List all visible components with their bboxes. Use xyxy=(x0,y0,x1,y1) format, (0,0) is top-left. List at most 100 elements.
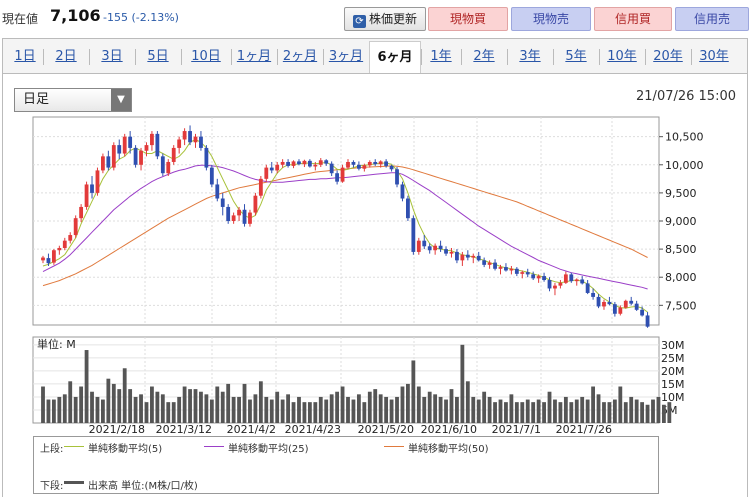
current-price-label: 現在値 xyxy=(2,12,39,26)
candle-body xyxy=(623,300,628,308)
candle-body xyxy=(226,206,231,221)
candle-body xyxy=(280,161,285,165)
tab-0[interactable]: 1日 xyxy=(14,49,36,64)
candle-body xyxy=(150,133,154,146)
candle-body xyxy=(384,161,389,166)
date-tick-label: 2021/4/2 xyxy=(227,423,276,436)
volume-bar xyxy=(139,394,143,423)
margin-buy-button[interactable]: 信用買 xyxy=(594,7,672,31)
volume-bar xyxy=(101,399,105,423)
tab-7[interactable]: 3ヶ月 xyxy=(328,49,364,64)
candle-body xyxy=(171,147,176,162)
volume-bar xyxy=(444,399,448,423)
cash-sell-button[interactable]: 現物売 xyxy=(511,7,591,31)
volume-unit-label: 単位: M xyxy=(37,337,76,351)
tab-separator xyxy=(461,49,462,65)
refresh-icon: ⟳ xyxy=(352,15,366,28)
tab-separator xyxy=(231,49,232,65)
volume-bar xyxy=(493,402,497,423)
chart-timestamp: 21/07/26 15:00 xyxy=(636,89,736,104)
candle-body xyxy=(340,167,345,182)
candle-body xyxy=(520,272,525,274)
volume-bar xyxy=(302,402,307,423)
period-tabs: 1日 2日 3日 5日 10日 1ヶ月 2ヶ月 3ヶ月 6ヶ月 1年 2年 3年 5年 10年 20年 30年 xyxy=(2,38,748,74)
tab-14[interactable]: 20年 xyxy=(653,49,683,64)
candle-body xyxy=(558,282,563,286)
tab-13[interactable]: 10年 xyxy=(607,49,637,64)
tab-10[interactable]: 2年 xyxy=(473,49,495,64)
volume-bar xyxy=(623,402,628,423)
volume-tick-label: 30M xyxy=(661,339,685,352)
margin-sell-button[interactable]: 信用売 xyxy=(675,7,749,31)
tab-15[interactable]: 30年 xyxy=(699,49,729,64)
candle-body xyxy=(504,267,508,271)
volume-bar xyxy=(95,396,100,423)
candle-body xyxy=(220,198,225,207)
volume-bar xyxy=(84,350,89,423)
volume-bar xyxy=(667,402,672,423)
candle-body xyxy=(269,167,274,171)
tab-2[interactable]: 3日 xyxy=(101,49,123,64)
candle-body xyxy=(471,255,476,258)
candle-body xyxy=(553,285,557,289)
volume-bar xyxy=(313,402,318,423)
tab-11[interactable]: 3年 xyxy=(519,49,541,64)
volume-bar xyxy=(427,391,432,423)
legend-lower-label: 下段: xyxy=(40,481,64,492)
interval-select[interactable]: 日足 ▼ xyxy=(14,88,132,112)
volume-bar xyxy=(553,399,557,423)
candle-body xyxy=(411,218,416,252)
volume-bar xyxy=(106,378,111,423)
tab-5[interactable]: 1ヶ月 xyxy=(236,49,272,64)
tab-6[interactable]: 2ヶ月 xyxy=(282,49,318,64)
candle-body xyxy=(367,161,372,166)
volume-bar xyxy=(569,402,574,423)
volume-bar xyxy=(242,383,247,423)
cash-buy-button[interactable]: 現物買 xyxy=(428,7,508,31)
volume-bar xyxy=(117,389,122,423)
candle-body xyxy=(84,184,89,207)
price-tick-label: 10,000 xyxy=(665,159,704,172)
volume-bar xyxy=(122,368,127,423)
candle-body xyxy=(634,303,639,310)
volume-bar xyxy=(602,402,606,423)
tab-9[interactable]: 1年 xyxy=(430,49,452,64)
candle-body xyxy=(101,156,105,171)
volume-bar xyxy=(160,394,165,423)
tab-separator xyxy=(691,49,692,65)
tab-separator xyxy=(421,49,422,65)
tab-12[interactable]: 5年 xyxy=(565,49,587,64)
legend-volume: 出来高 単位:(M株/口/枚) xyxy=(88,481,198,492)
candle-body xyxy=(160,156,165,174)
tab-separator xyxy=(43,49,44,65)
candle-body xyxy=(264,167,269,179)
refresh-price-button[interactable]: ⟳ 株価更新 xyxy=(344,7,426,31)
price-tick-label: 9,000 xyxy=(665,215,697,228)
legend-ma5: 単純移動平均(5) xyxy=(88,444,163,455)
date-tick-label: 2021/7/26 xyxy=(556,423,612,436)
candle-body xyxy=(400,184,405,199)
candle-body xyxy=(177,139,182,148)
legend-ma25-swatch xyxy=(204,446,224,447)
volume-bar xyxy=(335,391,340,423)
volume-bar xyxy=(411,360,416,423)
volume-bar xyxy=(269,399,274,423)
candle-body xyxy=(509,268,514,271)
candle-body xyxy=(525,272,530,275)
tab-8[interactable]: 6ヶ月 xyxy=(369,41,421,73)
volume-bar xyxy=(215,386,220,423)
volume-bar xyxy=(111,383,116,423)
volume-bar xyxy=(237,396,241,423)
tab-4[interactable]: 10日 xyxy=(191,49,221,64)
candle-body xyxy=(248,212,252,224)
tab-1[interactable]: 2日 xyxy=(55,49,77,64)
volume-bar xyxy=(400,386,405,423)
volume-bar xyxy=(525,399,530,423)
volume-bar xyxy=(580,396,585,423)
tab-3[interactable]: 5日 xyxy=(147,49,169,64)
candle-body xyxy=(182,131,187,140)
volume-bar xyxy=(640,402,645,423)
candle-body xyxy=(438,245,443,250)
candle-body xyxy=(618,307,623,314)
legend-ma25: 単純移動平均(25) xyxy=(228,444,309,455)
